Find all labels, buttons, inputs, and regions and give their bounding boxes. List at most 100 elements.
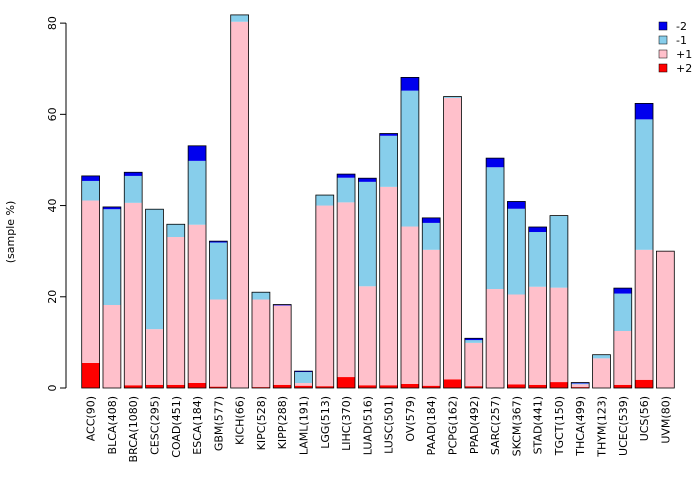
bar-outline [507,201,526,389]
x-tick-label: PCPG(162) [447,396,460,455]
bar-outline [145,208,164,389]
x-tick-label: LUAD(516) [361,396,374,455]
bar-segment [209,241,228,243]
bar-segment [422,249,441,386]
bar-segment [145,329,164,385]
bar-segment [337,377,356,388]
bar-segment [315,386,334,388]
bar-segment [571,382,590,384]
y-axis-label: (sample %) [4,201,17,264]
bar-segment [635,103,654,120]
bar-segment [464,340,483,343]
bar-segment [358,178,377,182]
legend-swatch [658,63,668,73]
bar-segment [379,133,398,136]
bar-segment [230,14,249,22]
bar-segment [507,208,526,295]
bar-segment [592,354,611,359]
bar-segment [571,384,590,388]
bar-outline [102,206,122,389]
bar-outline [187,145,207,389]
bar-segment [145,209,164,330]
bar-outline [400,77,420,389]
bar-segment [507,201,526,209]
bar-segment [358,181,377,287]
bar-segment [166,224,185,238]
bar-segment [166,384,185,388]
bar-segment [188,224,207,383]
bar-segment [166,237,185,385]
bar-segment [358,385,377,388]
x-tick-label: UCEC(539) [617,396,630,456]
bar-segment [294,382,313,386]
bar-outline [656,250,675,389]
bar-outline [209,240,228,389]
bar-segment [124,385,143,388]
bar-segment [613,330,632,385]
bar-segment [379,385,398,388]
x-tick-label: UCS(56) [638,396,651,441]
y-tick-label: 60 [46,107,59,121]
x-tick-label: LUSC(501) [383,396,396,454]
bar-segment [273,304,292,306]
x-tick-label: THYM(123) [596,396,609,458]
bar-segment [571,383,590,385]
x-tick-label: CESC(295) [149,396,162,455]
x-tick-label: TGCT(150) [553,396,566,456]
x-tick-label: ACC(90) [85,396,98,441]
legend-label: -2 [676,20,687,33]
bar-segment [188,382,207,388]
bar-segment [486,167,505,290]
bar-outline [315,194,335,389]
bar-segment [188,145,207,161]
bar-outline [272,304,292,389]
x-tick-label: PPAD(492) [468,396,481,454]
x-tick-label: KICH(66) [234,396,247,445]
bar-outline [634,103,654,389]
bar-segment [273,305,292,385]
bar-outline [81,175,100,389]
bar-segment [464,338,483,341]
bar-segment [358,286,377,386]
bar-segment [422,217,441,223]
bar-segment [635,249,654,380]
bar-segment [549,287,568,383]
bar-outline [230,14,249,389]
bar-segment [209,242,228,300]
bar-segment [422,385,441,388]
bar-segment [251,292,270,300]
bar-segment [400,90,419,227]
bar-segment [507,384,526,388]
bar-outline [294,370,313,389]
bar-segment [400,383,419,388]
x-tick-label: COAD(451) [170,396,183,458]
bar-segment [81,362,100,388]
x-tick-label: OV(579) [404,396,417,442]
y-tick-label: 20 [46,290,59,304]
bar-outline [336,173,356,389]
bar-outline [251,291,271,389]
bar-segment [464,386,483,388]
legend-swatch [658,49,668,59]
bar-segment [549,215,568,288]
bar-segment [337,174,356,178]
x-tick-label: PAAD(184) [425,396,438,455]
bar-outline [549,215,569,389]
y-tick-label: 40 [46,199,59,213]
bar-segment [294,372,313,383]
x-tick-label: ESCA(184) [191,396,204,455]
legend-label: +1 [676,48,692,61]
x-tick-label: UVM(80) [659,396,672,444]
bar-segment [81,200,100,363]
bar-segment [102,209,121,305]
legend-label: +2 [676,62,692,75]
bar-segment [571,387,590,388]
bar-segment [464,342,483,387]
bar-segment [145,384,164,388]
bar-outline [570,382,590,389]
bar-outline [464,337,484,389]
x-tick-label: SKCM(367) [510,396,523,456]
legend-swatch [658,35,668,45]
x-tick-label: GBM(577) [212,396,225,451]
